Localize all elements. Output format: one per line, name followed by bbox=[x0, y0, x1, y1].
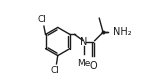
Text: Me: Me bbox=[77, 59, 91, 68]
Text: NH₂: NH₂ bbox=[113, 27, 132, 37]
Text: N: N bbox=[80, 37, 88, 46]
Text: O: O bbox=[90, 61, 97, 71]
Text: Cl: Cl bbox=[37, 16, 46, 24]
Text: Cl: Cl bbox=[51, 66, 60, 75]
